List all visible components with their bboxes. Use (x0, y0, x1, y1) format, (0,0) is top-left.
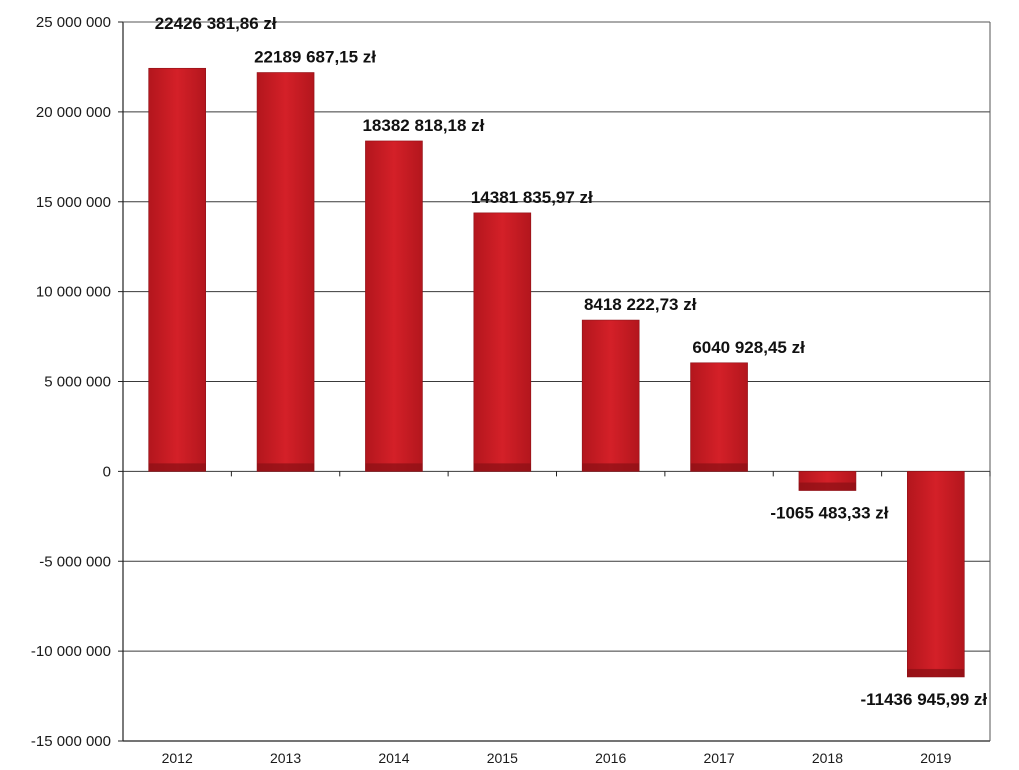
x-tick-label: 2018 (812, 750, 843, 766)
bar-shade (690, 463, 748, 472)
bar-shade (798, 482, 856, 491)
y-tick-label: 0 (103, 463, 111, 480)
bar-shade (907, 668, 965, 677)
y-tick-label: -5 000 000 (39, 553, 111, 570)
bar-2013 (256, 72, 315, 472)
y-tick-label: 25 000 000 (36, 14, 111, 31)
bar-shade (365, 463, 423, 472)
data-labels: 22426 381,86 zł 22189 687,15 zł 18382 818,… (155, 14, 988, 709)
data-label-2017: 6040 928,45 zł (692, 338, 805, 357)
x-tick-label: 2017 (703, 750, 734, 766)
bar-2015 (473, 212, 532, 472)
bar-2017 (690, 362, 748, 472)
bar-shade (257, 463, 315, 472)
x-tick-labels: 2012 2013 2014 2015 2016 2017 2018 2019 (162, 750, 952, 766)
x-tick-label: 2012 (162, 750, 193, 766)
y-tick-label: 10 000 000 (36, 284, 111, 301)
y-tick-label: -15 000 000 (31, 733, 111, 750)
data-label-2014: 18382 818,18 zł (362, 116, 484, 135)
bar-2019 (907, 471, 965, 678)
bar-shade (582, 463, 640, 472)
y-tick-label: 5 000 000 (44, 374, 111, 391)
x-tick-label: 2015 (487, 750, 518, 766)
bar-2014 (365, 140, 423, 472)
bar-2012 (148, 67, 206, 472)
bars (148, 67, 965, 678)
y-tick-label: 20 000 000 (36, 104, 111, 121)
data-label-2019: -11436 945,99 zł (860, 690, 987, 709)
data-label-2016: 8418 222,73 zł (584, 295, 697, 314)
data-label-2015: 14381 835,97 zł (471, 188, 593, 207)
bar-2016 (581, 319, 640, 472)
data-label-2018: -1065 483,33 zł (770, 504, 888, 523)
data-label-2012: 22426 381,86 zł (155, 14, 277, 33)
y-tick-label: -10 000 000 (31, 643, 111, 660)
x-tick-label: 2013 (270, 750, 301, 766)
gridlines (123, 21, 990, 652)
data-label-2013: 22189 687,15 zł (254, 48, 376, 67)
x-tick-label: 2016 (595, 750, 626, 766)
x-tick-label: 2014 (378, 750, 409, 766)
y-tick-label: 15 000 000 (36, 194, 111, 211)
y-tick-labels: 25 000 000 20 000 000 15 000 000 10 000 000… (31, 14, 111, 750)
bar-shade (473, 463, 531, 472)
bar-shade (148, 463, 206, 472)
x-tick-label: 2019 (920, 750, 951, 766)
axes (118, 21, 991, 742)
